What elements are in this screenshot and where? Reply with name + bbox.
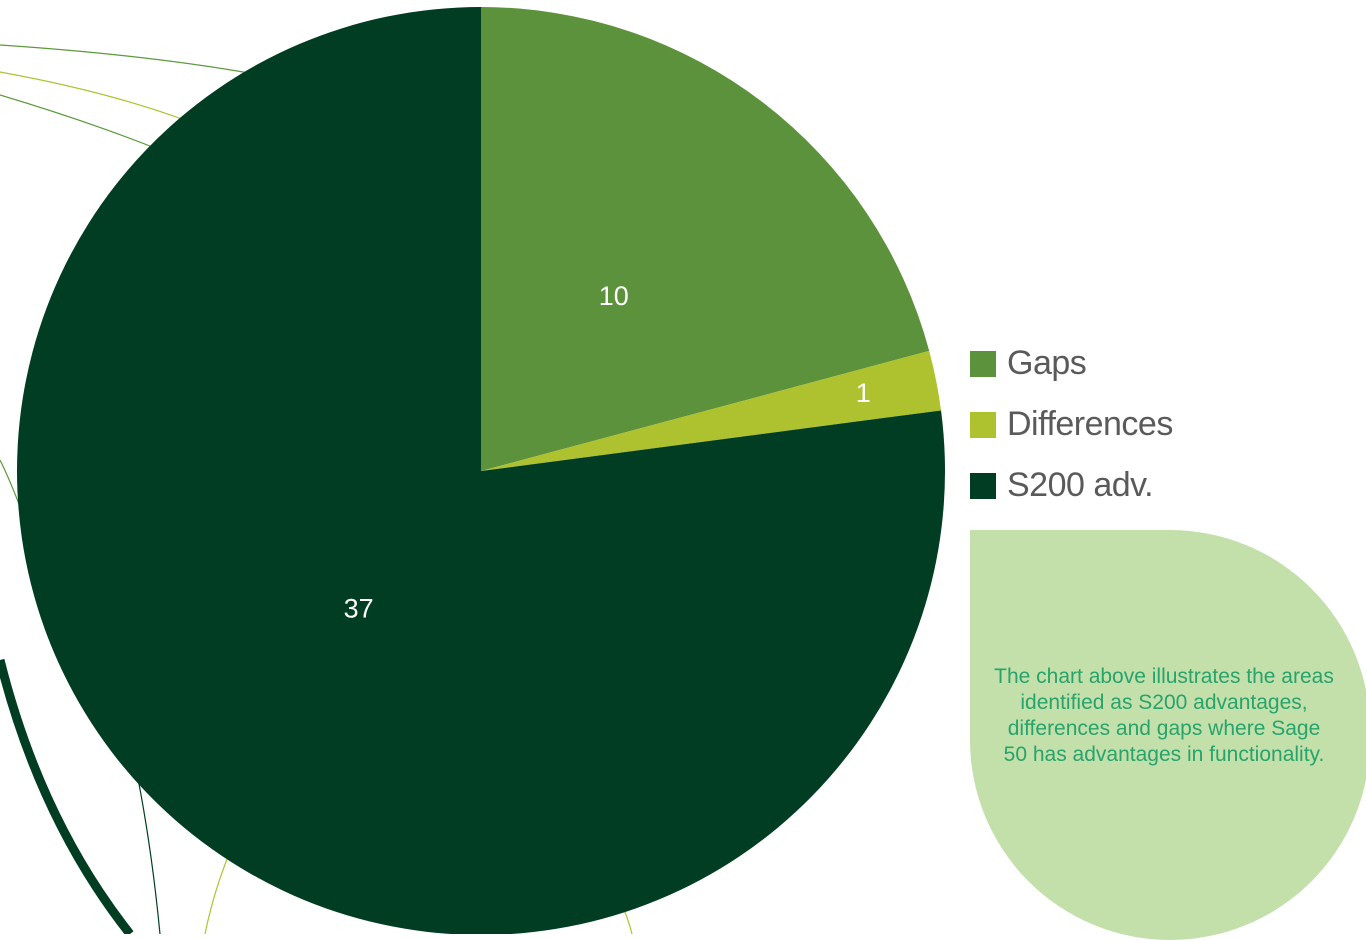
decorative-swoosh-3 [0,94,161,151]
legend-item-gaps: Gaps [970,333,1173,394]
note-panel: The chart above illustrates the areas id… [970,530,1366,940]
legend-item-s200-adv: S200 adv. [970,455,1173,516]
pie-slice-differences [481,350,942,471]
note-text: The chart above illustrates the areas id… [994,665,1334,766]
legend-swatch-gaps [970,350,996,377]
slice-value-label-s200-adv: 37 [344,594,374,624]
pie-slice-s200-adv [17,7,945,934]
slice-value-label-gaps: 10 [599,281,629,311]
slice-value-label-differences: 1 [856,378,871,408]
legend-swatch-differences [970,411,996,438]
legend-label-gaps: Gaps [1007,344,1087,382]
pie-slice-labels: 10 1 37 [344,281,871,624]
decorative-swoosh-5 [0,658,134,934]
legend-label-s200-adv: S200 adv. [1007,466,1154,504]
decorative-swoosh-2 [0,71,191,123]
legend-swatch-s200-adv [970,472,996,499]
pie-slices [17,7,945,934]
legend-label-differences: Differences [1007,405,1173,443]
decorative-swoosh-1 [0,44,261,76]
legend-item-differences: Differences [970,394,1173,455]
chart-legend: Gaps Differences S200 adv. [970,333,1173,516]
pie-slice-gaps [481,7,930,471]
